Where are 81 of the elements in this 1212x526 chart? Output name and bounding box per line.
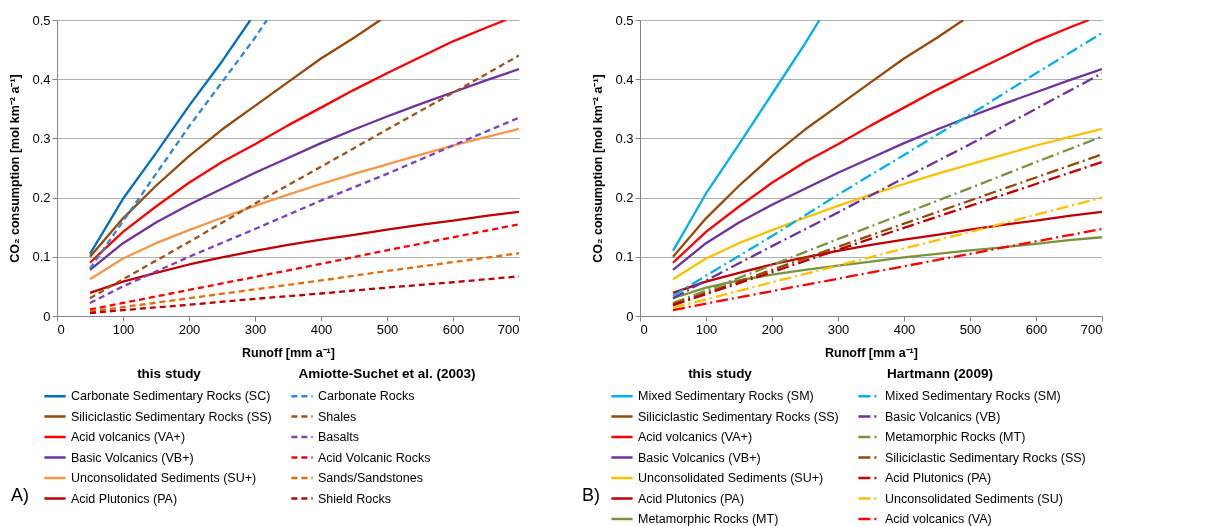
- legend-label: Acid volcanics (VA): [885, 512, 992, 526]
- line-series: [671, 127, 1102, 281]
- y-axis-title: CO₂ consumption [mol km⁻² a⁻¹]: [591, 74, 606, 263]
- x-tick-label: 0: [640, 321, 648, 337]
- line-series: [88, 275, 519, 315]
- x-axis-title: Runoff [mm a⁻¹]: [825, 345, 918, 360]
- legend-label: Sands/Sandstones: [318, 471, 423, 485]
- legend-label: Basic Volcanics (VB): [885, 409, 1001, 424]
- line-series: [88, 252, 519, 313]
- x-tick-label: 300: [827, 321, 850, 337]
- text: Hartmann (2009): [887, 366, 993, 381]
- legend-label: Siliciclastic Sedimentary Rocks (SS): [638, 409, 839, 424]
- line-series: [88, 210, 519, 295]
- y-tick-label: 0.4: [32, 71, 51, 87]
- line-series: [671, 31, 1102, 298]
- line-series: [88, 67, 519, 271]
- y-tick-label: 0.2: [32, 190, 51, 206]
- y-tick-label: 0.1: [615, 249, 634, 265]
- legend-label: Mixed Sedimentary Rocks (SM): [638, 389, 814, 404]
- legend-label: Basic Volcanics (VB+): [638, 450, 761, 465]
- x-tick-label: 100: [695, 321, 718, 337]
- x-tick-label: 200: [761, 321, 784, 337]
- x-tick-label: 300: [244, 321, 267, 337]
- line-series: [671, 20, 821, 253]
- legend-label: Basic Volcanics (VB+): [71, 450, 194, 465]
- x-tick-label: 700: [1080, 321, 1103, 337]
- x-tick-label: 700: [497, 321, 520, 337]
- y-tick-label: 0: [626, 308, 634, 324]
- legend-label: Acid Plutonics (PA): [885, 471, 992, 485]
- legend-label: Shield Rocks: [318, 491, 391, 506]
- legend-label: Acid volcanics (VA+): [638, 430, 753, 444]
- legend-label: Unconsolidated Sediments (SU+): [638, 471, 824, 485]
- x-tick-label: 600: [442, 321, 465, 337]
- legend-label: Carbonate Rocks: [318, 389, 415, 404]
- line-series: [671, 196, 1102, 309]
- legend-label: Metamorphic Rocks (MT): [885, 430, 1026, 444]
- x-tick-label: 600: [1025, 321, 1048, 337]
- legend-label: Mixed Sedimentary Rocks (SM): [885, 389, 1061, 404]
- legend-label: Unconsolidated Sediments (SU): [885, 491, 1063, 506]
- legend-label: Acid Plutonics (PA): [638, 491, 745, 506]
- y-tick-label: 0.3: [32, 130, 51, 146]
- legend-label: Siliciclastic Sedimentary Rocks (SS): [71, 409, 272, 424]
- line-series: [88, 54, 519, 300]
- line-series: [671, 20, 965, 258]
- y-tick-label: 0.2: [615, 190, 634, 206]
- legend-label: Siliciclastic Sedimentary Rocks (SS): [885, 450, 1086, 465]
- x-tick-label: 400: [310, 321, 333, 337]
- line-series: [88, 116, 519, 305]
- line-series: [88, 223, 519, 311]
- legend-label: Acid Volcanic Rocks: [318, 450, 431, 465]
- text: this study: [137, 366, 202, 381]
- y-tick-label: 0.5: [615, 12, 634, 28]
- x-tick-label: 500: [376, 321, 399, 337]
- x-tick-label: 0: [57, 321, 65, 337]
- legend-label: Carbonate Sedimentary Rocks (SC): [71, 389, 271, 404]
- legend-label: Acid volcanics (VA+): [71, 430, 186, 444]
- line-series: [88, 20, 382, 258]
- legend-label: Basalts: [318, 430, 359, 444]
- text: this study: [688, 366, 753, 381]
- line-series: [671, 227, 1102, 312]
- text: A): [11, 485, 29, 505]
- y-tick-label: 0.5: [32, 12, 51, 28]
- text: B): [582, 485, 600, 505]
- x-tick-label: 500: [959, 321, 982, 337]
- text: Amiotte-Suchet et al. (2003): [298, 366, 476, 381]
- legend-label: Metamorphic Rocks (MT): [638, 512, 779, 526]
- line-series: [88, 127, 519, 281]
- line-series: [671, 20, 1090, 264]
- legend-label: Shales: [318, 409, 357, 424]
- x-axis-title: Runoff [mm a⁻¹]: [242, 345, 335, 360]
- y-tick-label: 0.1: [32, 249, 51, 265]
- x-tick-label: 400: [893, 321, 916, 337]
- y-tick-label: 0: [43, 308, 51, 324]
- legend-label: Acid Plutonics (PA): [71, 491, 178, 506]
- line-series: [88, 20, 507, 264]
- y-tick-label: 0.3: [615, 130, 634, 146]
- y-tick-label: 0.4: [615, 71, 634, 87]
- x-tick-label: 100: [112, 321, 135, 337]
- legend-label: Unconsolidated Sediments (SU+): [71, 471, 257, 485]
- y-axis-title: CO₂ consumption [mol km⁻² a⁻¹]: [8, 74, 23, 263]
- x-tick-label: 200: [178, 321, 201, 337]
